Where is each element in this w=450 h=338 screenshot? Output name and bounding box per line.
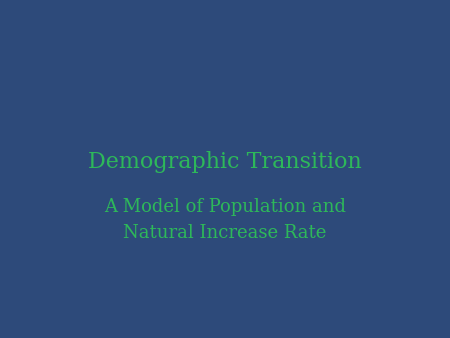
Text: A Model of Population and
Natural Increase Rate: A Model of Population and Natural Increa… <box>104 197 346 242</box>
Text: Demographic Transition: Demographic Transition <box>88 151 362 173</box>
